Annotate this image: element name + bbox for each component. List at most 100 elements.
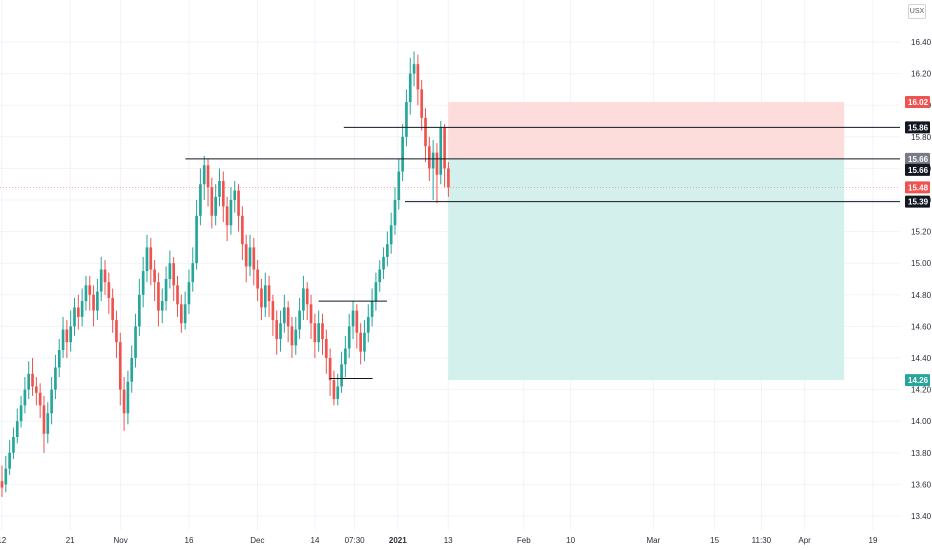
candle-body [80,301,84,317]
candle-body [237,190,240,216]
y-tick-label: 16.40 [911,38,932,47]
candle-body [271,301,275,321]
candle-body [374,282,378,302]
candle-body [92,294,95,311]
candle-body [50,389,53,414]
candle-body [355,310,359,333]
candle-body [69,326,73,343]
x-tick-label: 2021 [389,536,407,545]
candle-body [439,127,443,175]
candle-body [378,269,382,283]
candle-body [176,285,179,305]
candle-body [157,282,160,311]
x-tick-label: Nov [113,536,127,545]
y-tick-label: 16.20 [911,70,932,79]
y-tick-label: 13.40 [911,512,932,521]
candle-body [214,196,217,216]
candle-body [134,326,137,358]
candle-body [393,200,397,226]
x-tick-label: 07:30 [345,536,366,545]
y-tick-label: 14.60 [911,322,932,331]
candle-body [324,339,328,358]
candle-body [84,285,88,302]
x-tick-label: Mar [647,536,661,545]
y-tick-label: 13.80 [911,449,932,458]
candle-body [340,364,343,387]
candle-body [65,329,69,343]
candle-body [103,269,107,283]
candle-body [61,329,65,351]
candle-body [38,392,42,406]
candle-body [118,342,122,390]
candle-body [122,389,126,414]
candle-body [111,297,114,321]
candle-body [359,332,362,352]
candle-body [23,389,27,406]
price-tag-box [905,163,930,176]
candle-body [286,307,290,327]
candle-body [347,326,351,349]
y-tick-label: 15.00 [911,259,932,268]
candle-body [248,247,252,267]
candle-body [366,316,370,333]
time-axis-background [0,530,932,550]
candle-body [221,181,225,207]
price-tags: 16.02 15.86 15.66 15.66 15.48 15.39 14.26 [905,96,930,387]
candle-body [431,152,435,169]
candle-body [168,263,172,279]
candle-body [260,288,263,308]
candle-body [386,244,389,257]
candle-body [107,282,111,298]
candle-body [420,89,424,118]
long-position-tool[interactable] [448,102,845,381]
candle-body [8,452,11,469]
candle-body [382,256,385,270]
candle-body [241,215,244,245]
candle-body [401,136,404,172]
price-tag-label: 15.66 [908,155,929,164]
candle-body [389,225,393,245]
candle-body [309,304,313,324]
currency-button[interactable]: USX [908,4,926,19]
candle-body [344,348,347,365]
candle-body [435,152,439,175]
candle-body [275,320,279,340]
price-tag-label: 15.39 [908,198,929,207]
candle-body [447,168,450,188]
candle-body [0,481,4,488]
candle-body [408,73,412,103]
candle-body [57,350,61,368]
candle-body [370,301,374,317]
y-tick-label: 14.20 [911,386,932,395]
candle-body [172,263,176,286]
time-axis[interactable]: 12 21 Nov 16 Dec 14 07:30 2021 13 Feb 10 Mar 15 11:30… [0,530,932,550]
candle-body [443,127,446,169]
price-tag-box [905,152,930,165]
candle-body [31,373,34,387]
stop-loss-zone [448,102,845,159]
candle-body [42,405,46,434]
candle-body [54,367,57,390]
y-tick-label: 14.40 [911,354,932,363]
price-axis[interactable]: 13.40 13.60 13.80 14.00 14.20 14.40 14.60 14.80… [900,0,932,550]
candle-body [191,263,195,283]
candle-body [46,413,50,434]
candle-body [210,187,214,216]
candle-body [76,307,80,317]
candle-body [302,288,305,311]
candle-body [294,329,298,346]
candle-body [199,184,202,216]
support-resistance-lines[interactable] [185,126,900,380]
candle-body [256,269,259,289]
candle-body [35,386,38,393]
candle-body [351,310,355,327]
candle-body [126,381,130,414]
candle-body [206,165,210,188]
y-tick-label: 13.60 [911,480,932,489]
x-tick-label: 21 [66,536,75,545]
y-tick-label: 14.80 [911,291,932,300]
price-tag-label: 15.86 [908,123,929,132]
candle-body [115,320,118,343]
candle-body [397,171,401,200]
